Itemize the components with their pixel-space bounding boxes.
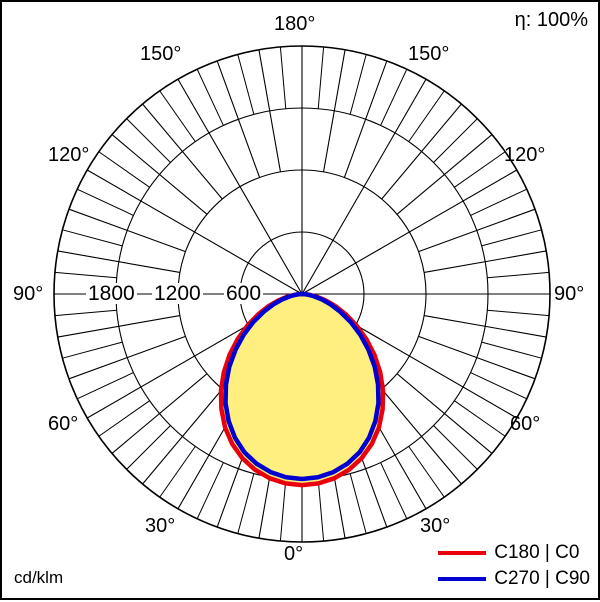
radial-label-600: 600 xyxy=(224,282,264,305)
radial-label-1800: 1800 xyxy=(86,282,137,305)
legend-item-c0: C180 | C0 xyxy=(438,542,590,564)
legend-item-c90: C270 | C90 xyxy=(438,568,590,590)
legend-swatch-red xyxy=(438,551,487,555)
angle-label-120-right: 120° xyxy=(504,144,546,166)
legend-swatch-blue xyxy=(438,577,487,581)
legend-label-c90: C270 | C90 xyxy=(494,568,590,589)
angle-label-30-left: 30° xyxy=(145,515,176,537)
angle-label-90-left: 90° xyxy=(13,283,44,305)
angle-label-60-left: 60° xyxy=(48,413,79,435)
radial-label-1200: 1200 xyxy=(152,282,203,305)
angle-label-0: 0° xyxy=(284,543,304,565)
angle-label-60-right: 60° xyxy=(510,413,541,435)
angle-label-30-right: 30° xyxy=(420,515,451,537)
angle-label-180: 180° xyxy=(274,13,316,35)
legend: C180 | C0 C270 | C90 xyxy=(438,542,590,590)
efficiency-label: η: 100% xyxy=(514,9,588,31)
angle-label-90-right: 90° xyxy=(554,283,585,305)
angle-label-150-left: 150° xyxy=(140,43,182,65)
legend-label-c0: C180 | C0 xyxy=(494,542,580,563)
unit-label: cd/klm xyxy=(14,568,64,587)
angle-label-150-right: 150° xyxy=(408,43,450,65)
angle-label-120-left: 120° xyxy=(48,144,90,166)
distribution-curves xyxy=(218,291,386,488)
